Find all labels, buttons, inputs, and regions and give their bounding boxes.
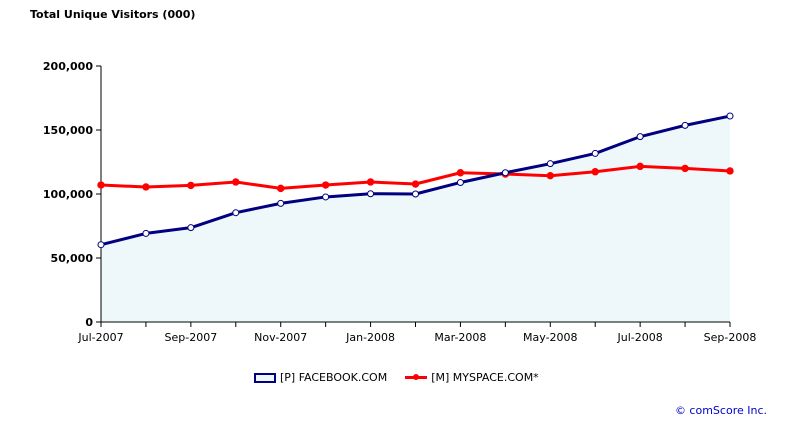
- facebook-point: [97, 241, 105, 249]
- myspace-point: [546, 171, 554, 180]
- legend-label-myspace: [M] MYSPACE.COM*: [431, 371, 539, 384]
- legend-swatch-myspace: [405, 374, 428, 380]
- chart-title: Total Unique Visitors (000): [30, 8, 196, 21]
- facebook-point: [367, 190, 375, 198]
- myspace-point: [321, 181, 330, 189]
- facebook-point: [501, 169, 509, 177]
- x-tick-label: Sep-2008: [704, 331, 757, 344]
- myspace-point: [411, 180, 420, 188]
- myspace-point: [366, 178, 375, 186]
- facebook-point: [681, 121, 689, 129]
- facebook-point: [591, 149, 599, 157]
- facebook-area-fill: [101, 116, 730, 322]
- y-tick-label: 50,000: [51, 252, 94, 265]
- x-tick-label: Jul-2008: [617, 331, 663, 344]
- x-tick-label: Jan-2008: [345, 331, 395, 344]
- x-tick-label: Sep-2007: [165, 331, 218, 344]
- myspace-point: [142, 183, 150, 191]
- y-tick-label: 0: [85, 316, 93, 329]
- legend-label-facebook: [P] FACEBOOK.COM: [280, 371, 388, 384]
- facebook-point: [142, 229, 150, 237]
- facebook-point: [636, 133, 644, 141]
- facebook-point: [322, 193, 330, 201]
- legend-item-myspace[interactable]: [M] MYSPACE.COM*: [405, 371, 539, 384]
- myspace-point: [636, 162, 644, 171]
- myspace-point: [726, 167, 734, 175]
- myspace-point: [591, 168, 599, 176]
- x-tick-label: Mar-2008: [434, 331, 486, 344]
- legend: [P] FACEBOOK.COM [M] MYSPACE.COM*: [254, 371, 539, 384]
- legend-item-facebook[interactable]: [P] FACEBOOK.COM: [254, 371, 387, 384]
- myspace-point: [232, 178, 240, 186]
- x-tick-label: May-2008: [523, 331, 578, 344]
- facebook-point: [546, 160, 554, 168]
- myspace-point: [97, 181, 105, 189]
- facebook-point: [412, 190, 419, 198]
- x-tick-label: Nov-2007: [254, 331, 307, 344]
- y-tick-label: 200,000: [43, 60, 93, 73]
- legend-swatch-facebook: [254, 372, 276, 383]
- myspace-point: [277, 184, 285, 193]
- myspace-point: [456, 169, 465, 177]
- x-tick-label: Jul-2007: [77, 331, 123, 344]
- facebook-point: [232, 209, 240, 217]
- myspace-point: [187, 181, 195, 190]
- copyright-link[interactable]: © comScore Inc.: [674, 404, 767, 417]
- y-tick-label: 100,000: [43, 188, 93, 201]
- facebook-point: [456, 178, 464, 186]
- facebook-point: [726, 112, 734, 120]
- facebook-point: [187, 224, 195, 232]
- facebook-point: [277, 199, 285, 207]
- myspace-point: [681, 164, 689, 173]
- y-tick-label: 150,000: [43, 124, 93, 137]
